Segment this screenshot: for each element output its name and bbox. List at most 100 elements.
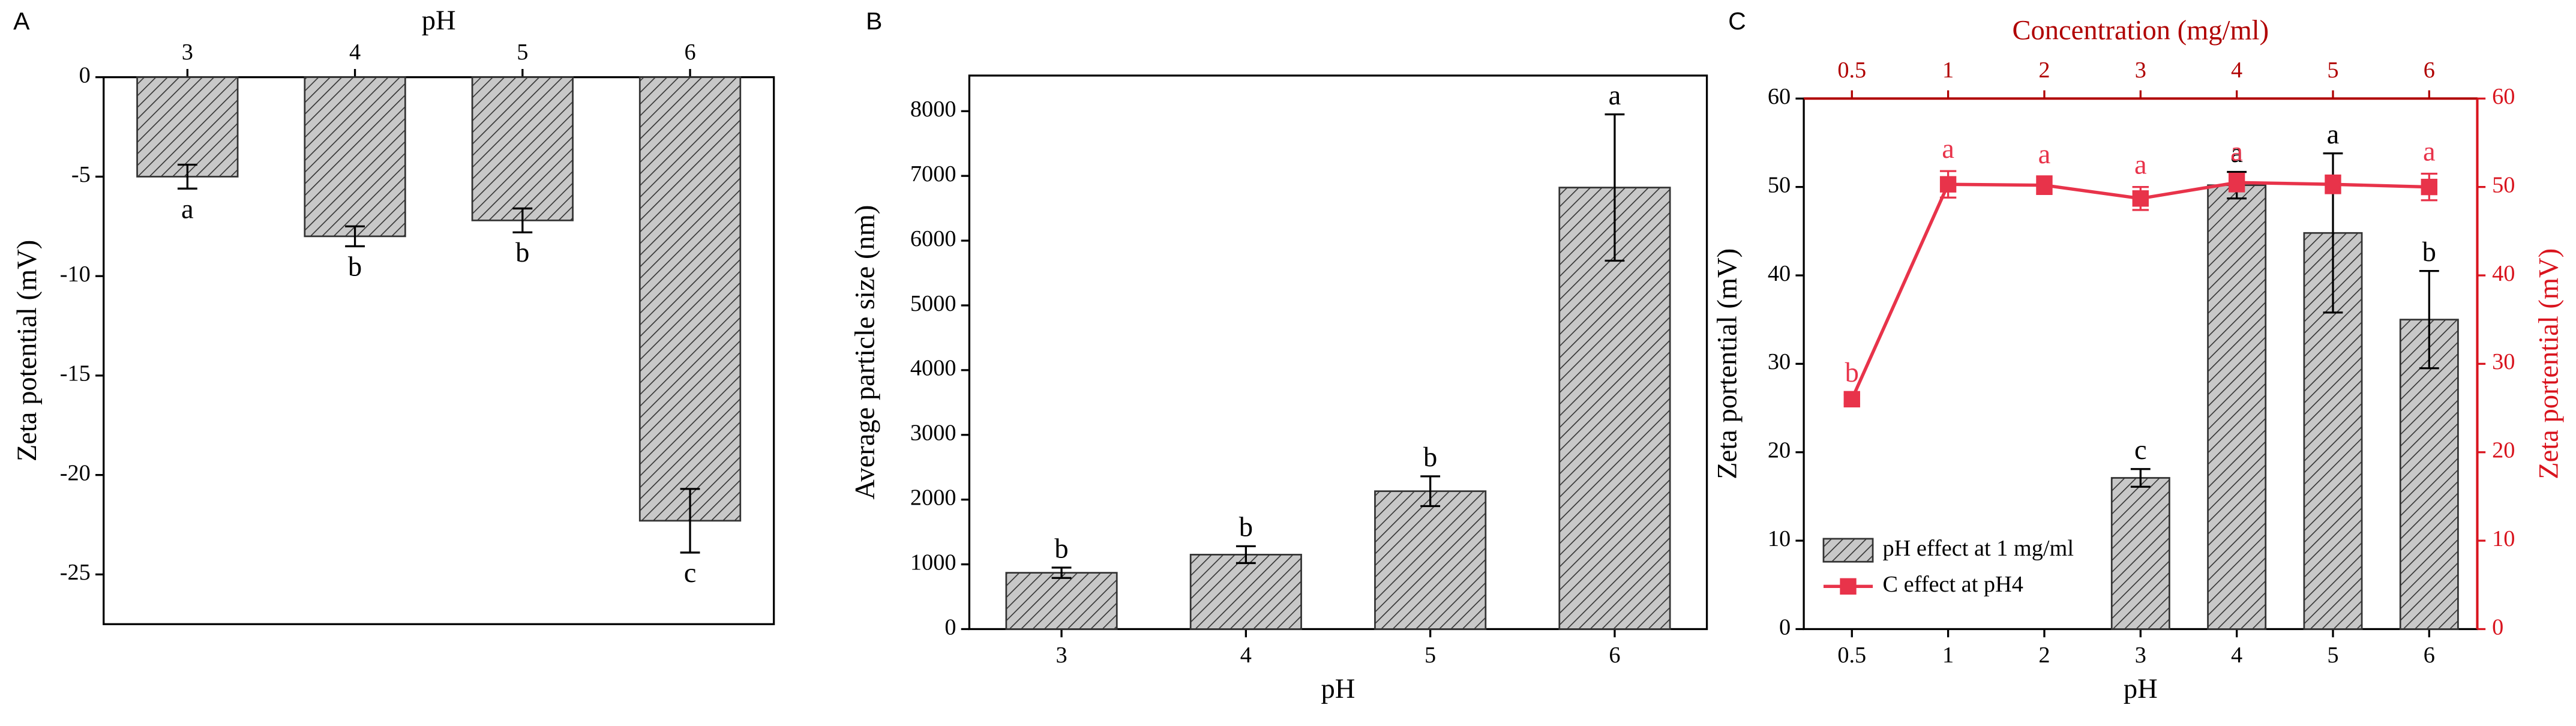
significance-letter: a (2423, 136, 2436, 167)
error-bar (1235, 545, 1256, 565)
bar (136, 76, 239, 178)
x-axis-label: pH (422, 5, 456, 36)
y-tick-label: 4000 (910, 356, 956, 381)
plot-frame (103, 76, 775, 625)
legend-marker (1840, 578, 1857, 595)
x2-axis-label: Concentration (mg/ml) (2012, 15, 2269, 46)
significance-letter: a (2327, 119, 2340, 150)
y-tick-label: 50 (1768, 172, 1791, 197)
line-marker (2132, 190, 2149, 207)
y-axis-label: Zeta portential (mV) (1713, 248, 1743, 479)
significance-letter: a (2134, 149, 2147, 180)
x2-tick-label: 1 (1942, 58, 1954, 83)
panel-label: C (1728, 7, 1746, 35)
error-bar (512, 207, 533, 233)
significance-letter: a (1942, 134, 1954, 164)
y-tick-label: 10 (1768, 526, 1791, 551)
x-tick-label: 4 (1240, 643, 1252, 668)
x-tick-label: 4 (349, 40, 361, 65)
y-tick-label: 40 (1768, 261, 1791, 286)
x2-tick-label: 4 (2231, 58, 2242, 83)
significance-letter: b (348, 251, 362, 282)
y-tick-label: 20 (1768, 438, 1791, 463)
x-axis-label: pH (1321, 674, 1356, 704)
line-marker (2325, 176, 2341, 193)
significance-letter: a (181, 194, 194, 224)
x-tick-label: 6 (2424, 643, 2435, 668)
y2-tick-label: 30 (2492, 349, 2515, 374)
x-tick-label: 0.5 (1837, 643, 1866, 668)
significance-letter: c (684, 558, 697, 589)
error-bar (177, 163, 197, 190)
error-bar (1051, 566, 1072, 579)
significance-letter: a (2230, 136, 2243, 167)
significance-letter: b (1423, 442, 1437, 473)
x2-tick-label: 6 (2424, 58, 2435, 83)
y-tick-label: -10 (60, 262, 91, 287)
x-tick-label: 3 (182, 40, 193, 65)
plot-frame (968, 74, 1708, 631)
panel-label: A (13, 7, 30, 35)
significance-letter: a (1609, 80, 1621, 111)
y2-tick-label: 10 (2492, 526, 2515, 551)
x-tick-label: 6 (684, 40, 695, 65)
significance-letter: a (2038, 139, 2051, 170)
error-bar (345, 225, 365, 248)
line-marker (2228, 174, 2245, 191)
significance-letter: b (1845, 358, 1859, 388)
y-tick-label: 0 (944, 614, 956, 640)
legend-label: pH effect at 1 mg/ml (1882, 536, 2073, 561)
error-bar (2130, 468, 2151, 488)
significance-letter: b (1054, 533, 1068, 564)
y-tick-label: 0 (1779, 614, 1791, 640)
y-tick-label: 60 (1768, 84, 1791, 109)
y2-tick-label: 60 (2492, 84, 2515, 109)
x-axis-label: pH (2124, 674, 2158, 704)
significance-letter: b (2422, 237, 2436, 268)
x2-tick-label: 5 (2327, 58, 2338, 83)
y-tick-label: 1000 (910, 550, 956, 575)
bar (304, 76, 406, 238)
y-tick-label: 6000 (910, 226, 956, 251)
x-tick-label: 6 (1609, 643, 1620, 668)
y-axis-label: Average particle size (nm) (850, 205, 880, 500)
line-marker (2421, 178, 2438, 196)
bar (2399, 319, 2459, 630)
line-marker (2036, 176, 2053, 194)
error-bar (2419, 269, 2439, 370)
y-tick-label: 2000 (910, 485, 956, 510)
x-tick-label: 3 (2135, 643, 2146, 668)
significance-letter: b (1239, 512, 1253, 543)
line-marker (1843, 391, 1860, 408)
y-tick-label: 7000 (910, 161, 956, 187)
y2-tick-label: 0 (2492, 614, 2503, 640)
error-bar (1605, 113, 1625, 262)
error-bar (1420, 475, 1441, 508)
x-tick-label: 1 (1942, 643, 1954, 668)
x-tick-label: 5 (1425, 643, 1436, 668)
line-marker (1939, 176, 1957, 193)
x-tick-label: 3 (1055, 643, 1067, 668)
bar (1374, 490, 1487, 630)
legend-label: C effect at pH4 (1882, 572, 2023, 597)
bar (1005, 572, 1118, 630)
x-tick-label: 5 (2327, 643, 2338, 668)
bar (2207, 184, 2267, 630)
error-bar (680, 488, 700, 554)
x-tick-label: 5 (517, 40, 528, 65)
legend-swatch (1822, 538, 1874, 563)
y2-tick-label: 40 (2492, 261, 2515, 286)
y-axis-label: Zeta potential (mV) (12, 240, 43, 461)
bar (471, 76, 574, 221)
x2-tick-label: 3 (2135, 58, 2146, 83)
y-tick-label: 3000 (910, 421, 956, 446)
y2-axis-label: Zeta portential (mV) (2533, 248, 2564, 479)
x-tick-label: 2 (2038, 643, 2050, 668)
bar (638, 76, 742, 522)
y-tick-label: 5000 (910, 291, 956, 316)
y2-tick-label: 50 (2492, 172, 2515, 197)
significance-letter: c (2134, 435, 2147, 466)
x-tick-label: 4 (2231, 643, 2242, 668)
panel-label: B (866, 7, 882, 35)
